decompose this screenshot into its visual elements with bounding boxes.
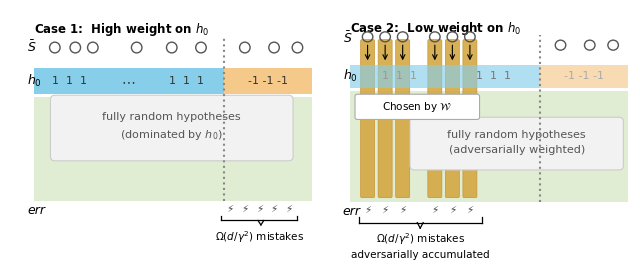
FancyBboxPatch shape bbox=[35, 68, 225, 94]
FancyBboxPatch shape bbox=[360, 39, 374, 198]
Text: -1 -1 -1: -1 -1 -1 bbox=[564, 71, 604, 81]
Text: $\bar{S}$: $\bar{S}$ bbox=[27, 40, 36, 55]
Text: Chosen by $\mathcal{W}$: Chosen by $\mathcal{W}$ bbox=[382, 100, 452, 114]
Text: err: err bbox=[343, 205, 361, 218]
Text: $\bar{S}$: $\bar{S}$ bbox=[343, 30, 352, 46]
Text: ⚡: ⚡ bbox=[381, 205, 388, 215]
Text: $\Omega(d/\gamma^2)$ mistakes
adversarially accumulated: $\Omega(d/\gamma^2)$ mistakes adversaria… bbox=[351, 231, 490, 260]
Text: ⚡: ⚡ bbox=[285, 204, 292, 214]
Text: ⚡: ⚡ bbox=[271, 204, 278, 214]
FancyBboxPatch shape bbox=[428, 39, 442, 198]
Text: $\cdots$: $\cdots$ bbox=[121, 74, 135, 88]
FancyBboxPatch shape bbox=[350, 65, 540, 88]
FancyBboxPatch shape bbox=[410, 117, 623, 170]
Text: ⚡: ⚡ bbox=[399, 205, 406, 215]
Text: ⚡: ⚡ bbox=[364, 205, 371, 215]
FancyBboxPatch shape bbox=[35, 97, 312, 201]
Text: ⚡: ⚡ bbox=[467, 205, 474, 215]
Text: Case 2:  Low weight on $h_0$: Case 2: Low weight on $h_0$ bbox=[350, 20, 521, 37]
FancyBboxPatch shape bbox=[396, 39, 410, 198]
Text: fully random hypotheses
(adversarially weighted): fully random hypotheses (adversarially w… bbox=[447, 130, 586, 154]
Text: 1  1  1: 1 1 1 bbox=[476, 71, 511, 81]
Text: -1 -1 -1: -1 -1 -1 bbox=[248, 76, 288, 86]
Text: ⚡: ⚡ bbox=[431, 205, 438, 215]
FancyBboxPatch shape bbox=[225, 68, 312, 94]
FancyBboxPatch shape bbox=[445, 39, 460, 198]
FancyBboxPatch shape bbox=[51, 95, 293, 161]
Text: err: err bbox=[27, 204, 45, 217]
FancyBboxPatch shape bbox=[540, 65, 628, 88]
Text: 1  1  1: 1 1 1 bbox=[169, 76, 204, 86]
Text: $h_0$: $h_0$ bbox=[27, 73, 42, 89]
Text: $h_0$: $h_0$ bbox=[343, 68, 358, 84]
Text: ⚡: ⚡ bbox=[449, 205, 456, 215]
FancyBboxPatch shape bbox=[378, 39, 392, 198]
Text: $\Omega(d/\gamma^2)$ mistakes: $\Omega(d/\gamma^2)$ mistakes bbox=[215, 229, 304, 245]
FancyBboxPatch shape bbox=[463, 39, 477, 198]
Text: ⚡: ⚡ bbox=[256, 204, 263, 214]
Text: Case 1:  High weight on $h_0$: Case 1: High weight on $h_0$ bbox=[35, 21, 210, 38]
FancyBboxPatch shape bbox=[355, 94, 479, 120]
FancyBboxPatch shape bbox=[350, 91, 628, 202]
Text: ⚡: ⚡ bbox=[241, 204, 248, 214]
Text: fully random hypotheses
(dominated by $h_0$): fully random hypotheses (dominated by $h… bbox=[102, 112, 241, 142]
Text: 1  1  1: 1 1 1 bbox=[52, 76, 87, 86]
Text: 1  1  1: 1 1 1 bbox=[382, 71, 417, 81]
Text: ⚡: ⚡ bbox=[227, 204, 234, 214]
